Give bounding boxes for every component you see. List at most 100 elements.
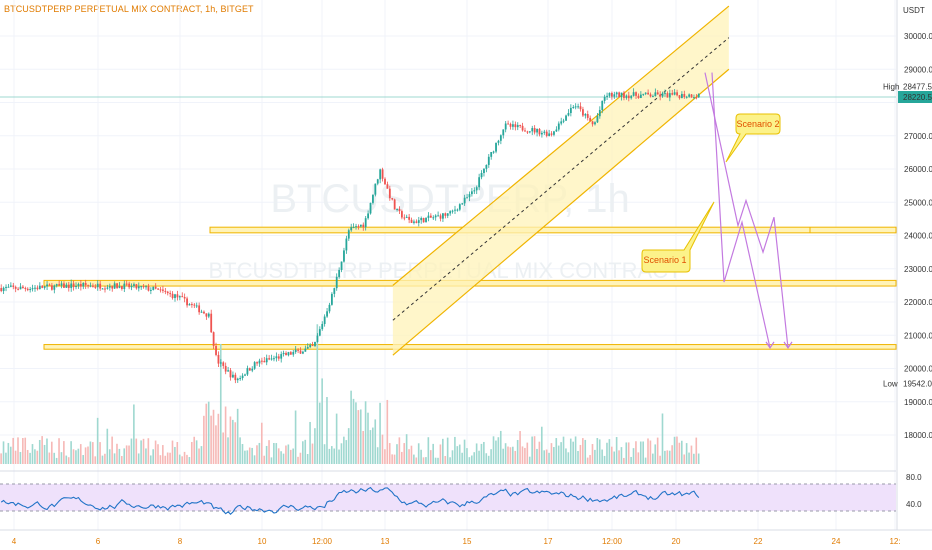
candle bbox=[330, 293, 333, 305]
scenario-2-callout[interactable]: Scenario 2 bbox=[725, 113, 781, 163]
volume-bar bbox=[302, 441, 304, 464]
candle bbox=[72, 283, 75, 288]
volume-bar bbox=[437, 457, 439, 464]
volume-bar bbox=[116, 443, 118, 464]
candle bbox=[504, 123, 507, 130]
volume-bar bbox=[693, 453, 695, 464]
candle bbox=[533, 128, 536, 133]
candle bbox=[38, 285, 41, 290]
candle bbox=[647, 92, 650, 95]
candle bbox=[499, 135, 502, 141]
candle bbox=[166, 291, 169, 294]
price-tick: 24000.0 bbox=[904, 232, 932, 241]
axis-currency: USDT bbox=[903, 6, 925, 15]
volume-bar bbox=[690, 445, 693, 464]
volume-bar bbox=[379, 402, 381, 464]
candle bbox=[140, 286, 143, 288]
candle bbox=[596, 116, 599, 123]
candle bbox=[449, 211, 452, 214]
candle bbox=[123, 283, 126, 289]
candle bbox=[147, 286, 150, 291]
volume-bar bbox=[205, 403, 208, 464]
candle bbox=[635, 92, 637, 96]
candle bbox=[186, 298, 188, 306]
candle bbox=[376, 179, 379, 184]
volume-bar bbox=[533, 436, 536, 464]
candle bbox=[343, 250, 345, 262]
volume-bar bbox=[333, 448, 336, 464]
volume-bar bbox=[335, 413, 338, 464]
candle bbox=[473, 190, 476, 192]
volume-bar bbox=[270, 457, 273, 464]
rsi-lower-tick: 40.0 bbox=[906, 500, 922, 509]
candle bbox=[263, 360, 266, 363]
candle bbox=[101, 288, 104, 290]
volume-bar bbox=[352, 398, 355, 464]
candle bbox=[335, 276, 338, 289]
low-label: Low bbox=[883, 380, 898, 389]
volume-bar bbox=[557, 445, 560, 464]
candle bbox=[470, 191, 473, 195]
volume-bar bbox=[458, 444, 461, 464]
volume-bar bbox=[65, 455, 68, 464]
volume-bar bbox=[478, 450, 480, 464]
candle bbox=[258, 360, 261, 364]
candle bbox=[454, 209, 456, 211]
last-price-value: 28220.5 bbox=[903, 93, 932, 102]
volume-bar bbox=[128, 445, 130, 464]
candle bbox=[490, 152, 493, 157]
candle bbox=[485, 164, 488, 169]
volume-bar bbox=[531, 436, 533, 464]
candle bbox=[374, 183, 377, 195]
candle bbox=[251, 368, 254, 371]
volume-bar bbox=[217, 413, 220, 464]
time-tick: 10 bbox=[258, 537, 267, 546]
volume-bar bbox=[38, 439, 41, 464]
candle bbox=[480, 172, 483, 178]
volume-bar bbox=[470, 455, 473, 464]
volume-bar bbox=[104, 453, 106, 464]
time-axis[interactable]: 4 6 8 10 12:00 13 15 17 12:00 20 22 24 12: bbox=[0, 529, 932, 546]
candle bbox=[415, 221, 418, 223]
candle bbox=[229, 370, 232, 378]
candle bbox=[594, 122, 596, 125]
scenario-arrows[interactable] bbox=[704, 72, 793, 349]
volume-bar bbox=[207, 401, 210, 464]
candle bbox=[309, 345, 312, 348]
candle bbox=[603, 96, 606, 101]
volume-bar bbox=[174, 446, 176, 464]
candle bbox=[545, 131, 548, 136]
volume-bar bbox=[620, 447, 623, 464]
candle bbox=[398, 208, 401, 212]
candle bbox=[582, 109, 584, 116]
volume-bar bbox=[118, 448, 121, 464]
volume-bar bbox=[248, 447, 251, 464]
price-axis[interactable]: USDT 18000.0 19000.0 20000.0 21000.0 22000.0 2… bbox=[883, 0, 932, 530]
candle bbox=[234, 374, 237, 381]
volume-bar bbox=[253, 455, 256, 464]
volume-bar bbox=[487, 455, 490, 464]
candle bbox=[118, 286, 121, 288]
rsi-upper-tick: 80.0 bbox=[906, 473, 922, 482]
volume-bar bbox=[652, 453, 654, 464]
volume-bar bbox=[362, 431, 364, 464]
volume-bar bbox=[427, 437, 430, 464]
candle bbox=[359, 224, 362, 227]
candle bbox=[495, 142, 497, 152]
candle bbox=[644, 92, 647, 94]
scenario-1-callout[interactable]: Scenario 1 bbox=[641, 201, 715, 273]
candle bbox=[224, 365, 227, 372]
volume-bar bbox=[635, 441, 637, 464]
candle bbox=[613, 94, 616, 97]
candle bbox=[386, 184, 389, 189]
candle bbox=[598, 109, 601, 117]
candle bbox=[302, 351, 304, 354]
volume-bar bbox=[584, 439, 587, 464]
volume-bar bbox=[577, 450, 579, 464]
volume-bar bbox=[420, 449, 422, 464]
volume-bar bbox=[224, 406, 227, 464]
candle bbox=[483, 168, 485, 173]
candle bbox=[195, 305, 198, 307]
volume-bar bbox=[439, 444, 442, 464]
